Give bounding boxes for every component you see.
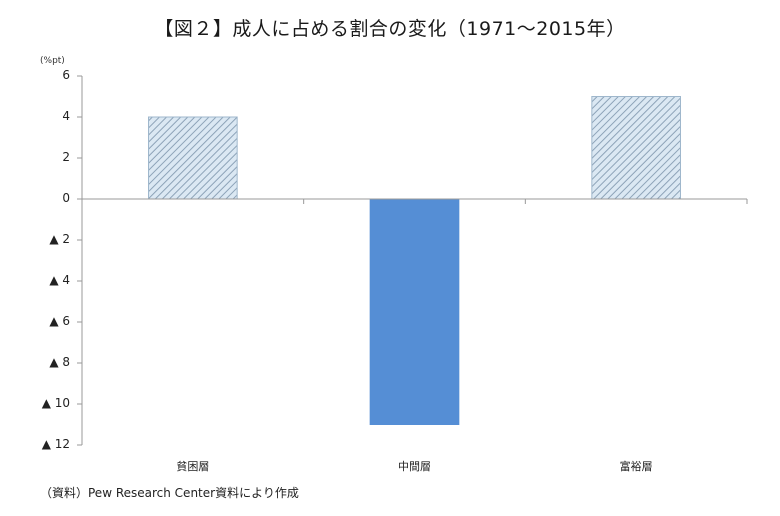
y-tick-label: ▲ 10 <box>41 396 70 410</box>
y-tick-label: 4 <box>62 109 70 123</box>
category-label: 貧困層 <box>176 460 210 473</box>
y-tick-label: 0 <box>62 191 70 205</box>
source-note: （資料）Pew Research Center資料により作成 <box>40 486 299 500</box>
y-tick-label: ▲ 8 <box>49 355 70 369</box>
category-label: 中間層 <box>398 460 431 473</box>
axes-group <box>77 75 748 446</box>
y-tick-label: 2 <box>62 150 70 164</box>
y-tick-label: ▲ 2 <box>49 232 70 246</box>
y-tick-label: ▲ 6 <box>49 314 70 328</box>
bar-2 <box>591 96 681 200</box>
bar-0 <box>148 116 238 200</box>
category-label: 富裕層 <box>619 460 653 473</box>
y-tick-label: ▲ 4 <box>49 273 70 287</box>
y-tick-label: ▲ 12 <box>41 437 70 451</box>
y-tick-label: 6 <box>62 68 70 82</box>
bar-1 <box>369 198 460 425</box>
y-axis-unit: (%pt) <box>40 56 65 66</box>
bars-group <box>148 96 681 425</box>
chart-title: 【図２】成人に占める割合の変化（1971～2015年） <box>154 18 626 40</box>
